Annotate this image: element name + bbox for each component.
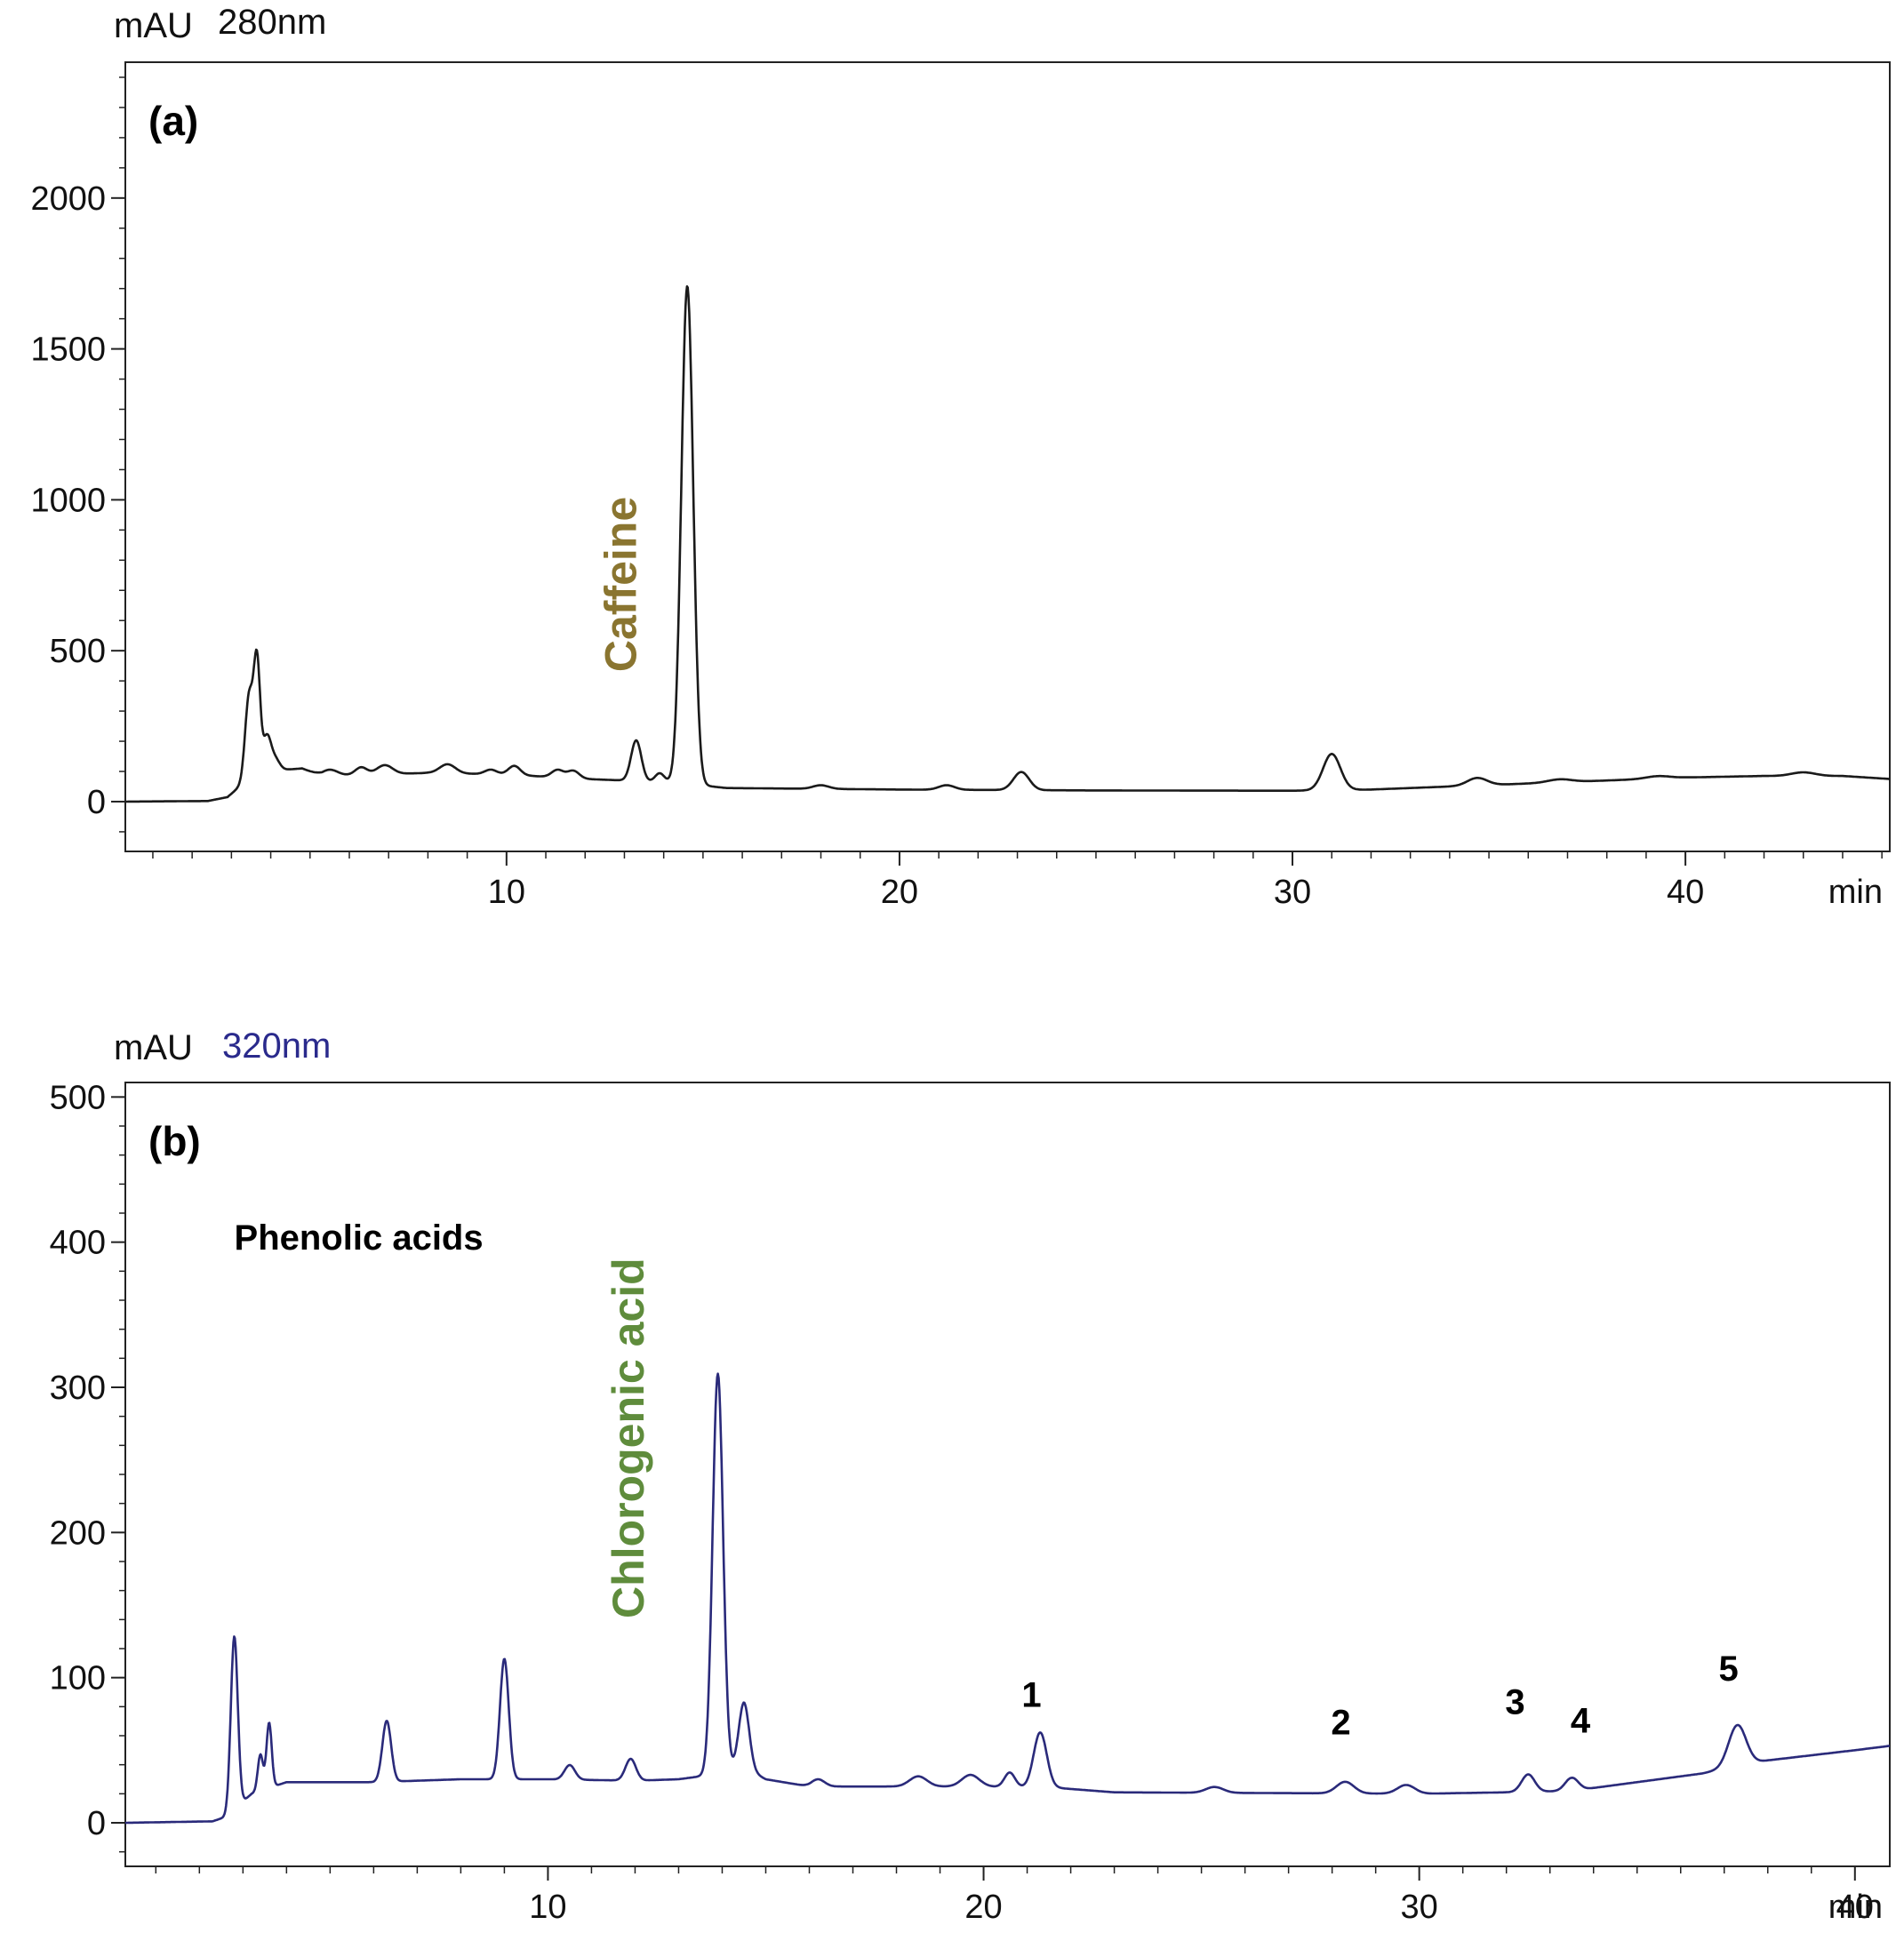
- x-tick-label: 40: [1667, 874, 1704, 911]
- x-minor-ticks: [155, 1866, 1856, 1873]
- peak-number-label: 4: [1571, 1702, 1591, 1741]
- y-tick-label: 0: [87, 784, 106, 821]
- annotation-label: Chlorogenic acid: [604, 1258, 653, 1618]
- annotation-label: Phenolic acids: [235, 1218, 484, 1258]
- y-tick-label: 2000: [30, 180, 106, 218]
- y-minor-ticks: [119, 76, 125, 833]
- x-tick-label: 30: [1401, 1889, 1438, 1926]
- y-tick-label: 100: [50, 1660, 106, 1697]
- y-tick-label: 1500: [30, 331, 106, 369]
- peak-number-label: 5: [1719, 1649, 1739, 1689]
- wavelength-label: 280nm: [218, 3, 326, 42]
- peak-number-label: 2: [1331, 1703, 1350, 1742]
- y-minor-ticks: [119, 1096, 125, 1853]
- y-tick-label: 300: [50, 1370, 106, 1407]
- x-minor-ticks: [152, 851, 1883, 859]
- x-unit-label: min: [1828, 874, 1883, 911]
- x-tick-label: 20: [964, 1889, 1002, 1926]
- x-tick-label: 20: [881, 874, 918, 911]
- y-tick-label: 200: [50, 1514, 106, 1552]
- panel-label: (a): [148, 98, 198, 144]
- y-unit-label: mAU: [114, 6, 193, 45]
- y-tick-label: 400: [50, 1225, 106, 1262]
- y-tick-label: 500: [50, 633, 106, 670]
- x-tick-label: 10: [488, 874, 525, 911]
- peak-number-label: 3: [1505, 1683, 1524, 1722]
- annotation-label: Caffeine: [596, 497, 646, 672]
- x-tick-label: 40: [1836, 1889, 1874, 1926]
- plot-frame: [124, 1082, 1891, 1867]
- y-unit-label: mAU: [114, 1028, 193, 1067]
- panel-label: (b): [148, 1118, 201, 1164]
- peak-number-label: 1: [1021, 1675, 1041, 1714]
- x-tick-label: 30: [1274, 874, 1311, 911]
- panel-a: 0 500 1000 1500 2000 10 20 30 40 min mAU 280nm (a) Ca…: [30, 3, 1891, 911]
- plot-frame: [124, 61, 1891, 852]
- y-tick-label: 500: [50, 1079, 106, 1116]
- y-tick-label: 0: [87, 1805, 106, 1842]
- x-unit-label: min: [1828, 1889, 1883, 1926]
- x-tick-label: 10: [529, 1889, 566, 1926]
- chromatogram-trace: [124, 1372, 1891, 1825]
- wavelength-label: 320nm: [222, 1026, 331, 1066]
- y-tick-label: 1000: [30, 482, 106, 519]
- chromatogram-trace: [124, 284, 1891, 803]
